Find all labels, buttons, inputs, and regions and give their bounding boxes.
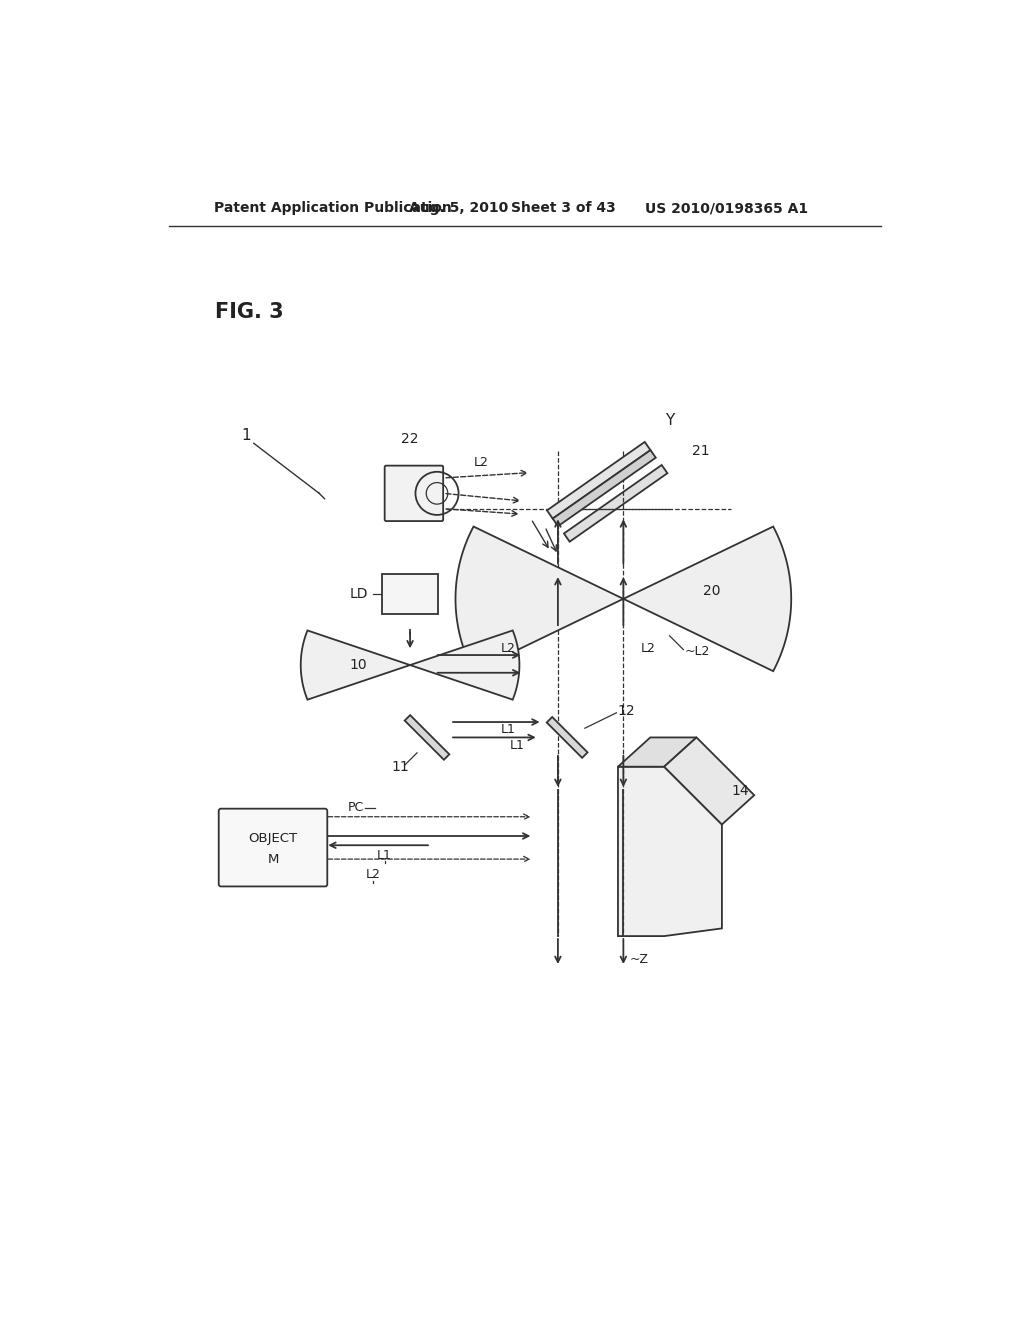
Text: Patent Application Publication: Patent Application Publication [214,202,452,215]
FancyBboxPatch shape [382,574,438,614]
Polygon shape [617,767,722,936]
Polygon shape [404,715,450,760]
Text: L2: L2 [366,869,381,880]
Text: Aug. 5, 2010: Aug. 5, 2010 [410,202,509,215]
Text: FIG. 3: FIG. 3 [215,302,284,322]
Polygon shape [547,442,650,519]
Polygon shape [301,631,519,700]
Text: Y: Y [665,413,674,428]
FancyBboxPatch shape [219,809,328,887]
FancyBboxPatch shape [385,466,443,521]
Text: LD: LD [349,587,368,601]
Text: L2: L2 [473,455,488,469]
Text: L2: L2 [501,642,515,655]
Polygon shape [456,527,792,671]
Text: 12: 12 [617,705,635,718]
Text: 1: 1 [242,428,251,444]
Text: M: M [267,853,279,866]
Text: 20: 20 [703,585,721,598]
Text: Sheet 3 of 43: Sheet 3 of 43 [511,202,615,215]
Text: 21: 21 [691,444,710,458]
Polygon shape [617,738,696,767]
Polygon shape [564,465,668,541]
Polygon shape [553,450,655,527]
Text: 10: 10 [349,659,367,672]
Text: 14: 14 [731,784,749,799]
Text: PC: PC [347,801,364,814]
Text: L2: L2 [641,642,655,655]
Text: L1: L1 [510,739,524,751]
Text: ~L2: ~L2 [685,644,711,657]
Text: 11: 11 [391,760,409,774]
Text: ~Z: ~Z [630,953,648,966]
Polygon shape [665,738,755,825]
Text: L1: L1 [377,849,392,862]
Text: L1: L1 [501,723,515,737]
Text: 22: 22 [401,433,419,446]
Text: OBJECT: OBJECT [249,832,298,845]
Text: US 2010/0198365 A1: US 2010/0198365 A1 [645,202,808,215]
Polygon shape [547,717,588,758]
